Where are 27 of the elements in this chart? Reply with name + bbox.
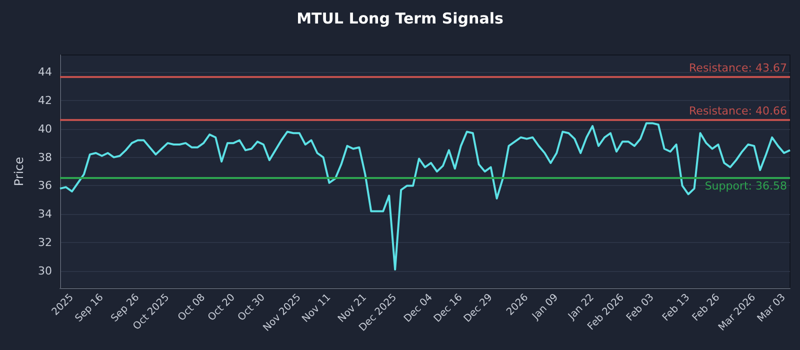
ref-line-label: Resistance: 40.66 [689, 104, 787, 118]
x-tick-label: Sep 16 [73, 292, 106, 324]
y-tick-label: 36 [38, 179, 52, 192]
x-tick-label: Dec 16 [432, 292, 465, 325]
y-tick-label: 32 [38, 236, 52, 250]
y-tick-label: 40 [38, 122, 52, 136]
x-tick-label: Dec 04 [402, 292, 435, 325]
y-axis-title: Price [12, 156, 26, 186]
x-tick-label: Feb 03 [624, 292, 656, 324]
y-tick-label: 42 [38, 94, 52, 107]
x-tick-label: Mar 03 [756, 292, 788, 324]
y-tick-label: 44 [38, 66, 52, 79]
y-tick-label: 34 [38, 208, 52, 221]
x-tick-label: Feb 13 [660, 292, 692, 324]
x-tick-label: Nov 11 [300, 292, 334, 325]
x-tick-label: Jan 09 [530, 292, 561, 323]
x-tick-label: Dec 29 [462, 292, 495, 325]
y-tick-label: 38 [38, 150, 52, 164]
x-tick-label: Feb 26 [690, 292, 722, 324]
x-tick-label: Oct 30 [236, 292, 268, 324]
x-tick-label: Oct 08 [176, 292, 208, 324]
y-tick-label: 30 [38, 264, 52, 278]
ref-line-label: Resistance: 43.67 [689, 62, 787, 75]
x-tick-label: Oct 20 [206, 292, 238, 324]
ref-line-label: Support: 36.58 [704, 179, 787, 192]
line-series [59, 122, 791, 271]
chart-title: MTUL Long Term Signals [296, 10, 504, 28]
